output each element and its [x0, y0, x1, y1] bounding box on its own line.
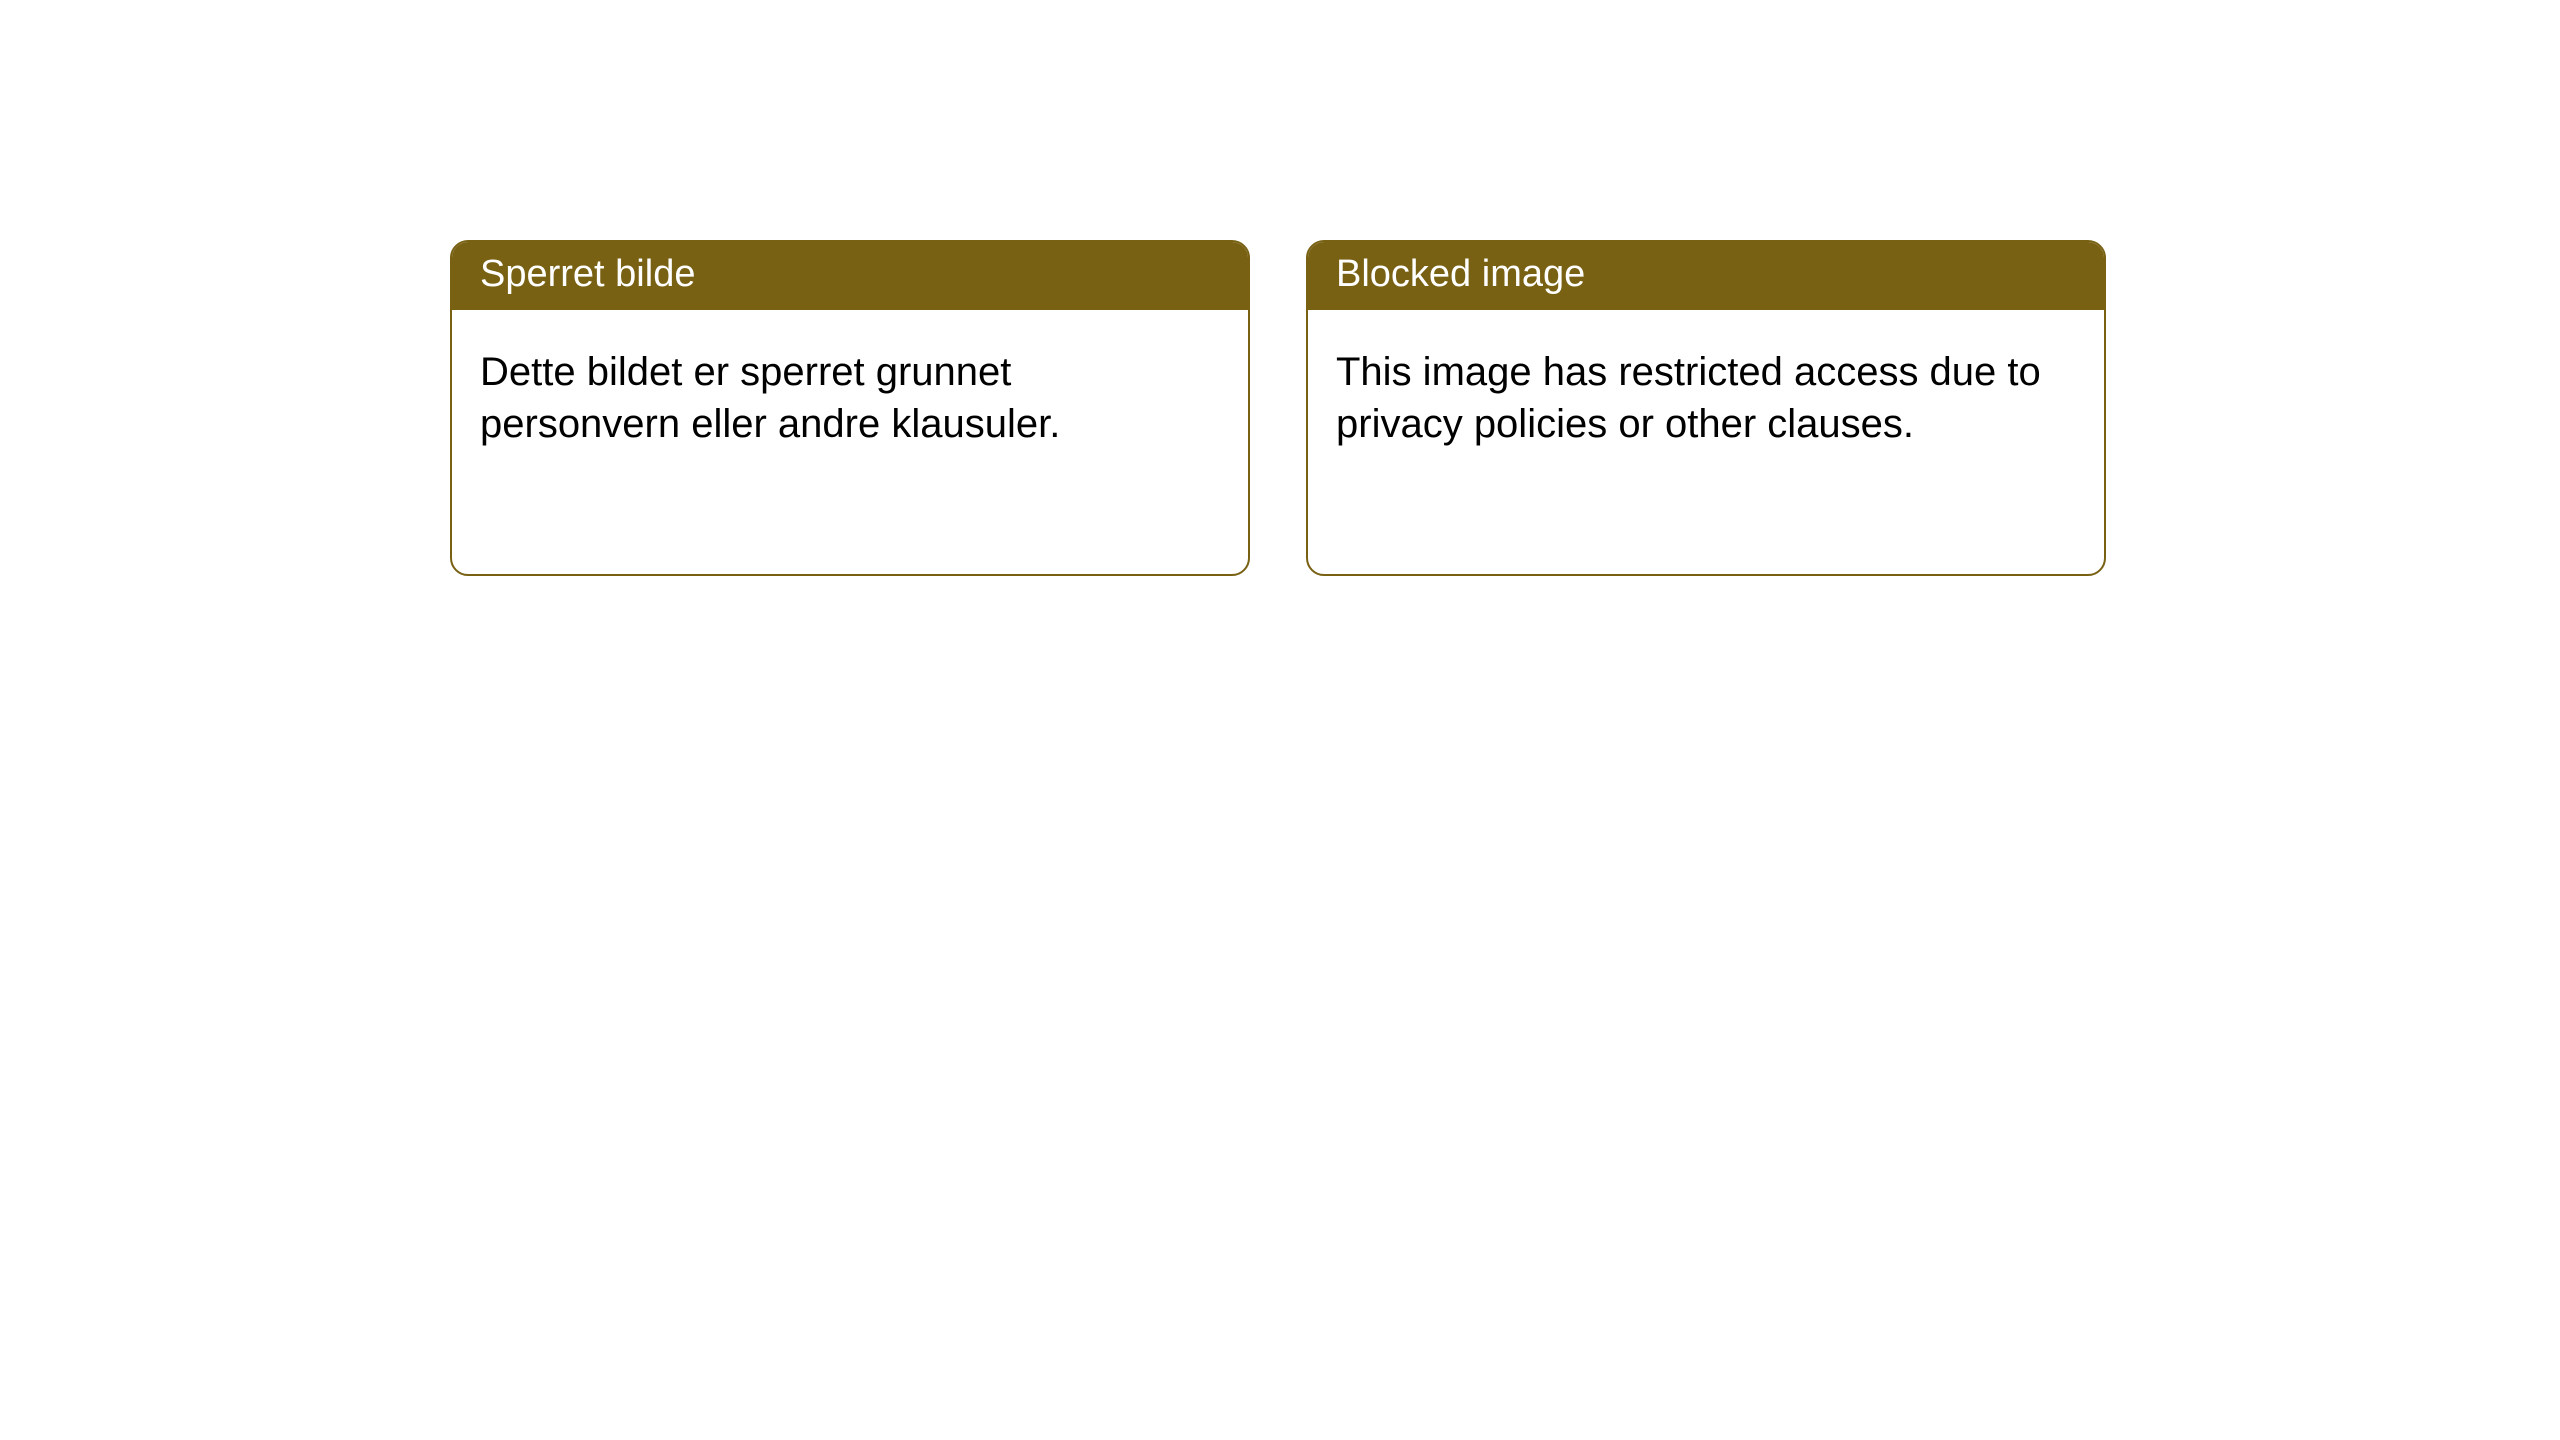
- notice-body-english: This image has restricted access due to …: [1308, 310, 2104, 486]
- notice-card-norwegian: Sperret bilde Dette bildet er sperret gr…: [450, 240, 1250, 576]
- notice-container: Sperret bilde Dette bildet er sperret gr…: [0, 0, 2560, 576]
- notice-title-english: Blocked image: [1308, 242, 2104, 310]
- notice-body-norwegian: Dette bildet er sperret grunnet personve…: [452, 310, 1248, 486]
- notice-card-english: Blocked image This image has restricted …: [1306, 240, 2106, 576]
- notice-title-norwegian: Sperret bilde: [452, 242, 1248, 310]
